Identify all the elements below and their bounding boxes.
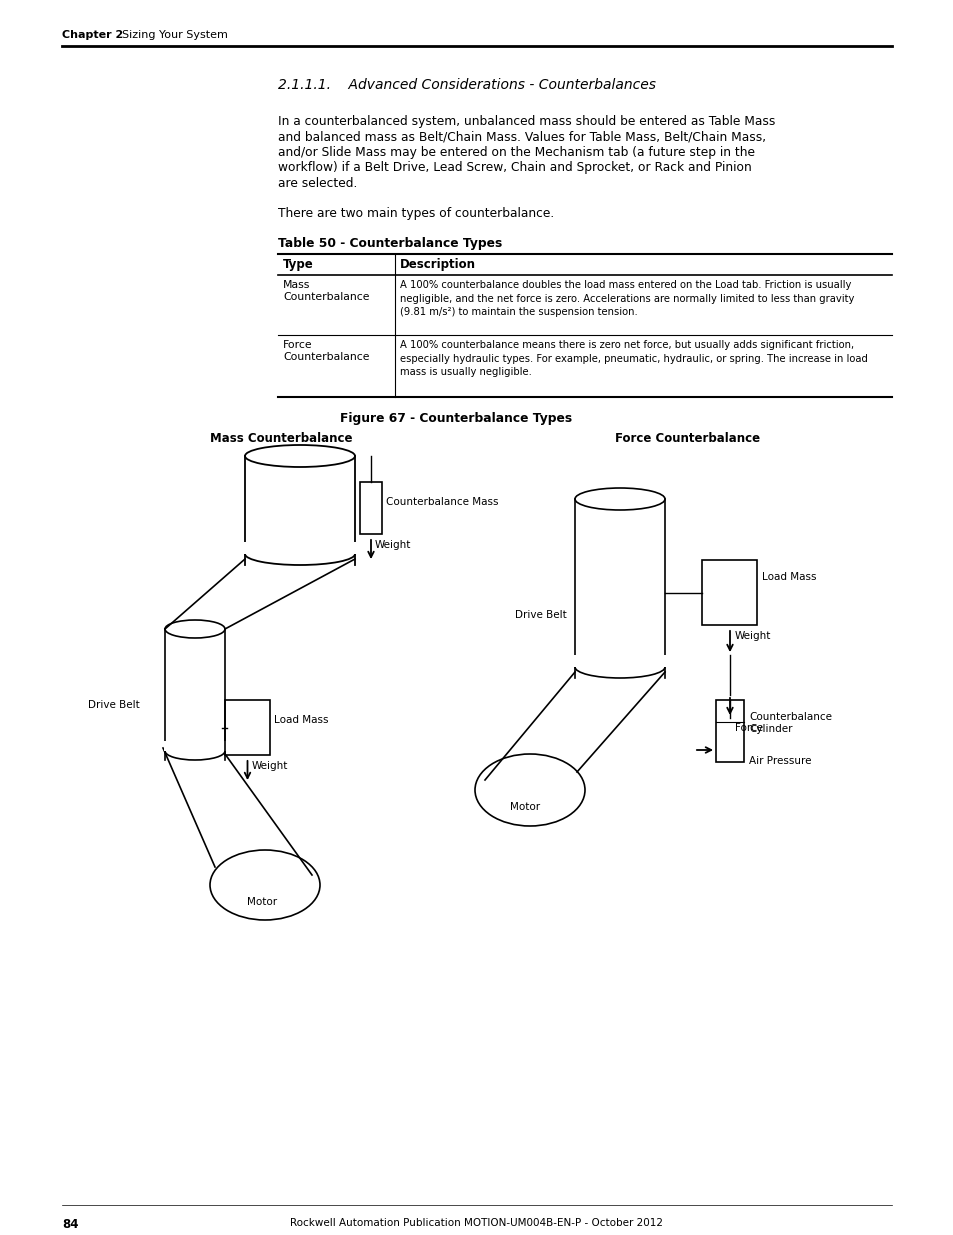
Text: 84: 84 [62,1218,78,1231]
Text: Weight: Weight [375,540,411,550]
Text: Sizing Your System: Sizing Your System [108,30,228,40]
Text: Motor: Motor [510,802,539,811]
Bar [701,559,757,625]
Text: Drive Belt: Drive Belt [88,700,139,710]
Text: Drive Belt: Drive Belt [515,610,566,620]
Text: Force: Force [283,340,313,350]
Text: There are two main types of counterbalance.: There are two main types of counterbalan… [277,207,554,220]
Text: Description: Description [399,258,476,270]
Text: A 100% counterbalance means there is zero net force, but usually adds significan: A 100% counterbalance means there is zer… [399,340,853,350]
Text: are selected.: are selected. [277,177,357,190]
Text: 2.1.1.1.    Advanced Considerations - Counterbalances: 2.1.1.1. Advanced Considerations - Count… [277,78,656,91]
Text: Load Mass: Load Mass [761,572,816,582]
Text: Force: Force [734,722,762,734]
Text: In a counterbalanced system, unbalanced mass should be entered as Table Mass: In a counterbalanced system, unbalanced … [277,115,775,128]
Text: Weight: Weight [252,761,288,771]
Text: Counterbalance: Counterbalance [283,291,369,303]
Text: Air Pressure: Air Pressure [748,756,811,766]
Bar [359,482,381,534]
Text: Weight: Weight [734,631,771,641]
Bar [244,542,355,555]
Text: Force Counterbalance: Force Counterbalance [615,432,760,445]
Text: and/or Slide Mass may be entered on the Mechanism tab (a future step in the: and/or Slide Mass may be entered on the … [277,146,754,159]
Text: Counterbalance Mass: Counterbalance Mass [386,496,498,508]
Bar [225,700,270,755]
Text: A 100% counterbalance doubles the load mass entered on the Load tab. Friction is: A 100% counterbalance doubles the load m… [399,280,850,290]
Text: Cylinder: Cylinder [748,724,792,734]
Ellipse shape [576,489,663,509]
Text: Mass: Mass [283,280,310,290]
Text: especially hydraulic types. For example, pneumatic, hydraulic, or spring. The in: especially hydraulic types. For example,… [399,353,867,363]
Bar [716,700,743,762]
Text: Load Mass: Load Mass [274,715,328,725]
Text: Rockwell Automation Publication MOTION-UM004B-EN-P - October 2012: Rockwell Automation Publication MOTION-U… [291,1218,662,1228]
Text: and balanced mass as Belt/Chain Mass. Values for Table Mass, Belt/Chain Mass,: and balanced mass as Belt/Chain Mass. Va… [277,131,765,143]
Bar [574,655,665,667]
Text: Motor: Motor [247,897,276,906]
Text: Chapter 2: Chapter 2 [62,30,123,40]
Text: Mass Counterbalance: Mass Counterbalance [210,432,352,445]
Text: Counterbalance: Counterbalance [748,713,831,722]
Ellipse shape [246,446,354,466]
Text: Counterbalance: Counterbalance [283,352,369,362]
Bar [164,741,226,751]
Text: workflow) if a Belt Drive, Lead Screw, Chain and Sprocket, or Rack and Pinion: workflow) if a Belt Drive, Lead Screw, C… [277,162,751,174]
Text: negligible, and the net force is zero. Accelerations are normally limited to les: negligible, and the net force is zero. A… [399,294,854,304]
Text: mass is usually negligible.: mass is usually negligible. [399,367,532,377]
Text: Figure 67 - Counterbalance Types: Figure 67 - Counterbalance Types [339,412,572,425]
Ellipse shape [166,621,224,637]
Text: Type: Type [283,258,314,270]
Text: Table 50 - Counterbalance Types: Table 50 - Counterbalance Types [277,237,501,249]
Text: (9.81 m/s²) to maintain the suspension tension.: (9.81 m/s²) to maintain the suspension t… [399,308,638,317]
